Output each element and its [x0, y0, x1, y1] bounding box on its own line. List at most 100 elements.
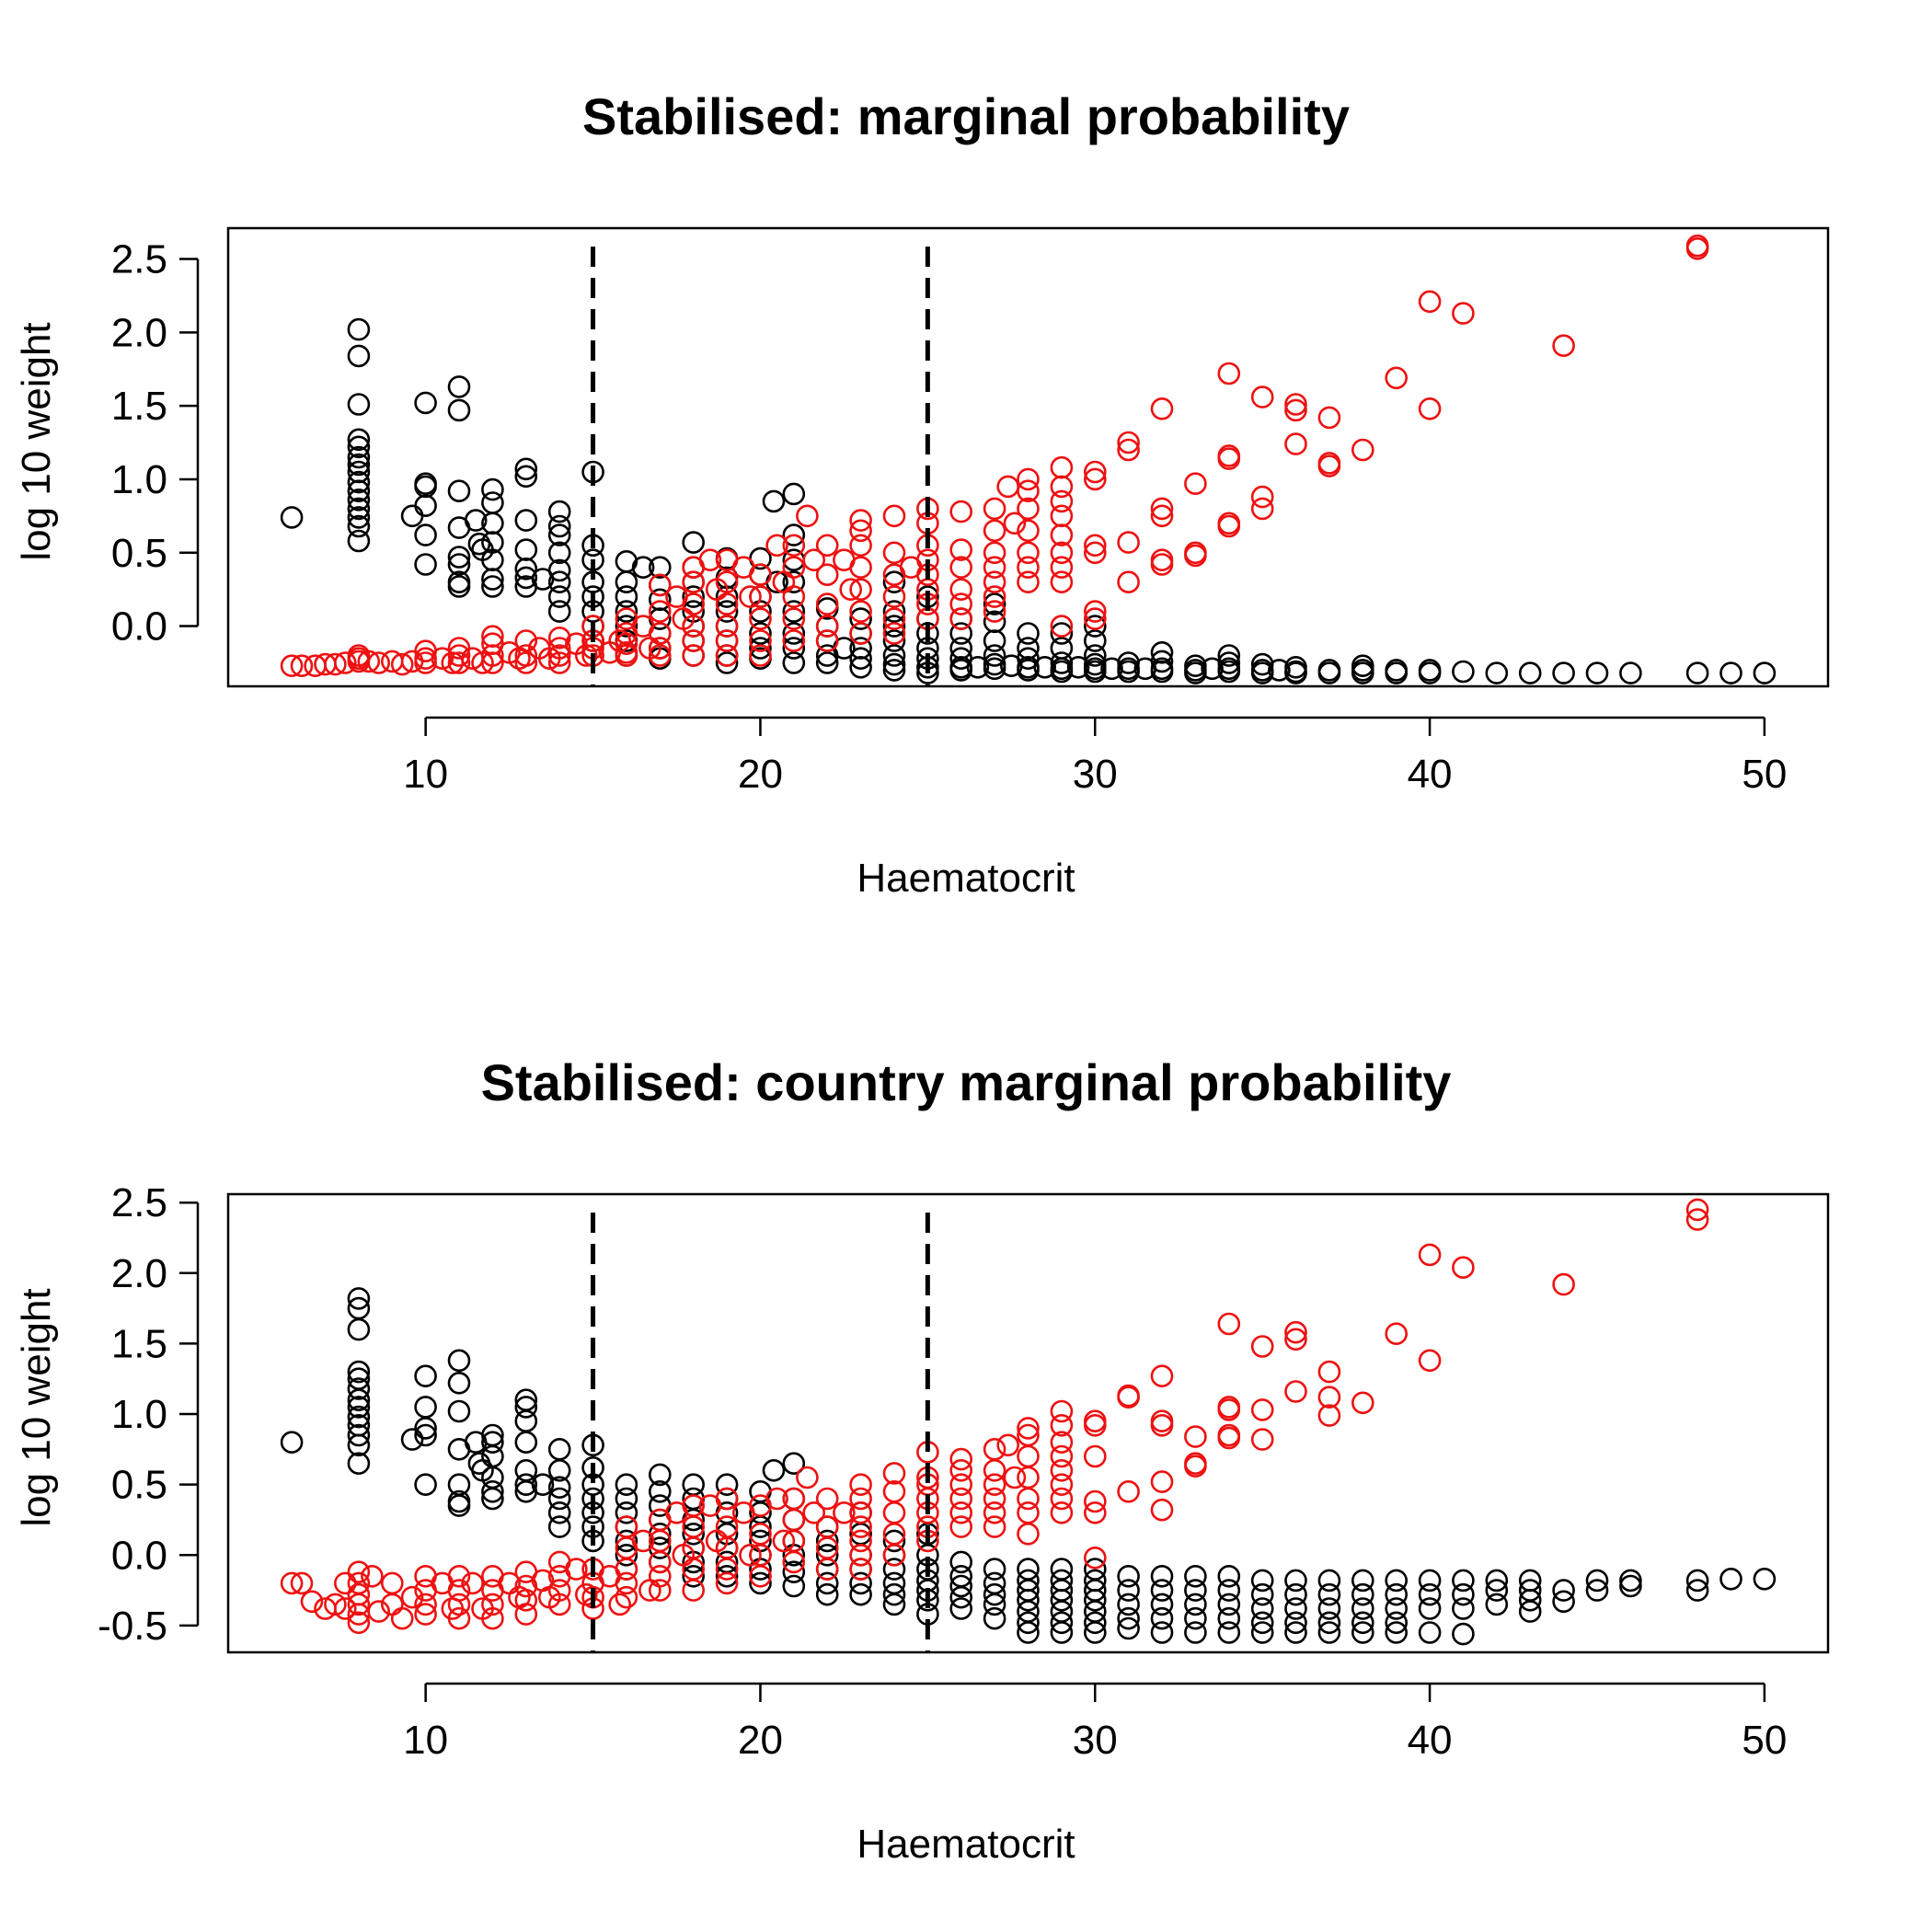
data-point [1317, 1360, 1341, 1384]
data-point [347, 1593, 371, 1616]
data-point [983, 1437, 1006, 1461]
data-point [1250, 1569, 1274, 1593]
data-point [547, 1501, 571, 1524]
series-1 [280, 1198, 1709, 1635]
data-point [347, 445, 371, 469]
data-point [1184, 1425, 1207, 1448]
data-point [983, 1458, 1006, 1482]
data-point [1585, 661, 1609, 684]
data-point [849, 509, 872, 532]
data-point [1184, 544, 1207, 568]
data-point [547, 1458, 571, 1482]
data-point [849, 556, 872, 580]
data-point [849, 622, 872, 645]
data-point [1084, 1621, 1107, 1644]
data-point [782, 1550, 806, 1574]
data-point [815, 629, 839, 652]
data-point [347, 435, 371, 459]
data-point [1150, 1413, 1174, 1437]
data-point [290, 654, 314, 678]
data-point [1719, 1567, 1742, 1591]
data-point [514, 538, 538, 561]
data-point [615, 1501, 638, 1524]
data-point [547, 626, 571, 650]
data-point [882, 1543, 906, 1567]
data-point [648, 622, 672, 645]
data-point [1217, 644, 1241, 667]
data-point [1150, 497, 1174, 521]
data-point [1753, 1567, 1777, 1591]
data-point [796, 1466, 819, 1489]
data-point [815, 534, 839, 558]
y-tick-label: 2.0 [111, 1251, 167, 1296]
data-point [1385, 366, 1408, 390]
data-point [782, 1574, 806, 1598]
data-point [414, 1396, 437, 1419]
data-point [1317, 1404, 1341, 1427]
data-point [1217, 1606, 1241, 1630]
data-point [347, 1287, 371, 1310]
data-point [782, 1560, 806, 1584]
data-point [882, 1593, 906, 1616]
data-point [882, 644, 906, 667]
data-point [547, 1476, 571, 1500]
data-point [547, 1579, 571, 1602]
data-point [347, 428, 371, 452]
data-point [615, 600, 638, 623]
data-point [949, 1447, 972, 1471]
data-point [949, 1550, 972, 1574]
data-point [682, 570, 706, 594]
data-point [1452, 1569, 1475, 1593]
data-point [514, 1409, 538, 1433]
data-point [1685, 236, 1709, 260]
data-point [1050, 1487, 1074, 1511]
data-point [949, 1597, 972, 1620]
data-point [447, 1564, 471, 1588]
data-point [357, 650, 381, 673]
data-point [949, 1487, 972, 1511]
scatter-plot-top: 10 20 30 40 50 0.0 0.5 1.0 1.5 2.0 2.5 [111, 226, 1830, 797]
data-point [749, 629, 772, 652]
data-point [1050, 1611, 1074, 1635]
data-point [1117, 1593, 1140, 1616]
data-point [1485, 1593, 1509, 1616]
data-point [347, 1611, 371, 1635]
data-point [414, 1473, 437, 1497]
data-point [1003, 512, 1027, 535]
data-point [347, 1405, 371, 1429]
data-point [882, 570, 906, 594]
data-point [815, 1515, 839, 1538]
data-point [1385, 1611, 1408, 1635]
data-point [1150, 1470, 1174, 1493]
data-point [849, 1487, 872, 1511]
data-point [1217, 1398, 1241, 1421]
data-point [514, 509, 538, 532]
data-point [1250, 652, 1274, 676]
data-point [1184, 1593, 1207, 1616]
data-point [1685, 661, 1709, 684]
data-point [983, 585, 1006, 608]
data-point [949, 592, 972, 615]
data-point [547, 585, 571, 608]
data-point [983, 1501, 1006, 1524]
data-point [1452, 1256, 1475, 1280]
data-point [949, 1501, 972, 1524]
data-point [1017, 556, 1040, 580]
data-point [481, 1593, 504, 1616]
data-point [1351, 1621, 1374, 1644]
data-point [1150, 548, 1174, 572]
data-point [615, 1543, 638, 1567]
x-tick-label: 30 [1073, 1718, 1118, 1763]
data-point [414, 1423, 437, 1447]
y-tick-label: 0.5 [111, 531, 167, 576]
y-tick-label: 2.5 [111, 237, 167, 282]
data-point [1050, 570, 1074, 594]
data-point [882, 629, 906, 652]
data-point [615, 1571, 638, 1595]
y-tick-label: 0.0 [111, 604, 167, 650]
data-point [949, 1458, 972, 1482]
data-point [1418, 1621, 1442, 1644]
data-point [461, 1571, 484, 1595]
data-point [1150, 1364, 1174, 1388]
data-point [347, 1433, 371, 1457]
